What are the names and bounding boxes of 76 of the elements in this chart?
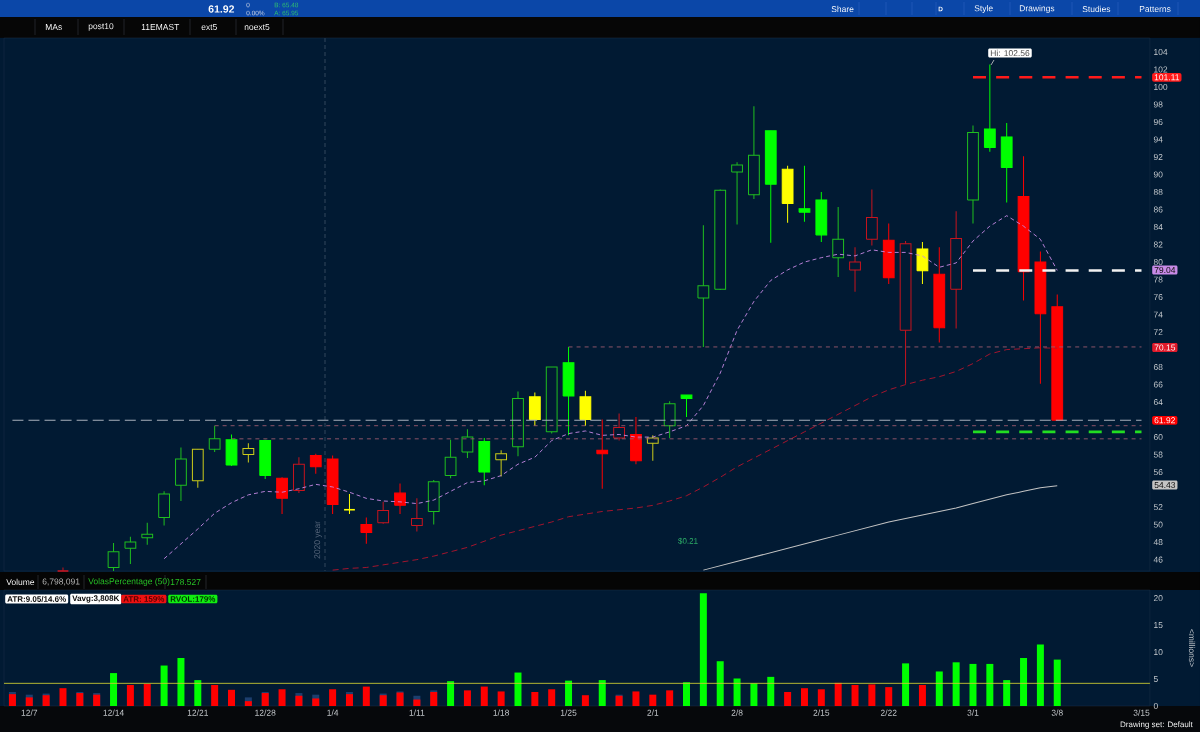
- y-tick-label: 74: [1153, 311, 1163, 318]
- y-tick-label: 78: [1153, 276, 1163, 283]
- text: Patterns: [1139, 6, 1171, 12]
- y-tick-label: 0: [1153, 703, 1158, 709]
- y-tick-label: 10: [1154, 649, 1163, 656]
- x-tick-label: 3/1: [967, 709, 979, 716]
- y-tick-label: 98: [1153, 101, 1163, 108]
- text: 178.527: [170, 579, 201, 585]
- text: 54.43: [1154, 482, 1176, 488]
- y-tick-label: 64: [1153, 399, 1163, 406]
- y-tick-label: 88: [1153, 189, 1163, 196]
- y-tick-label: 58: [1153, 451, 1163, 458]
- y-tick-label: 92: [1153, 154, 1163, 161]
- y-tick-label: 84: [1153, 224, 1163, 231]
- x-tick-label: 3/15: [1133, 709, 1150, 716]
- y-tick-label: 72: [1153, 329, 1163, 336]
- annotation: 2020 year: [314, 521, 322, 559]
- y-tick-label: 56: [1153, 469, 1163, 476]
- y-tick-label: 102: [1154, 66, 1168, 73]
- y-tick-label: 50: [1153, 521, 1163, 528]
- x-tick-label: 12/14: [103, 709, 124, 716]
- y-tick-label: 15: [1154, 622, 1163, 629]
- text: Drawing set: Default: [1120, 721, 1193, 729]
- text: Style: [974, 5, 993, 13]
- x-tick-label: 1/25: [560, 709, 577, 716]
- annotation: ATR: 159%: [123, 596, 165, 602]
- x-tick-label: 12/21: [187, 709, 209, 716]
- data-label: 101.11: [1154, 74, 1180, 81]
- annotation: RVOL:179%: [170, 596, 216, 602]
- x-tick-label: 3/8: [1051, 709, 1063, 716]
- y-tick-label: 100: [1154, 84, 1168, 91]
- y-tick-label: 80: [1153, 259, 1163, 266]
- y-tick-label: 104: [1154, 48, 1168, 55]
- annotation: Hi: 102.56: [990, 49, 1030, 57]
- x-tick-label: 12/28: [255, 709, 276, 716]
- text: Volume: [6, 578, 35, 586]
- y-tick-label: 52: [1153, 504, 1163, 511]
- text: 61.92: [208, 5, 235, 13]
- y-axis-title: <millions>: [1188, 629, 1196, 667]
- y-tick-label: 68: [1153, 364, 1163, 371]
- text: ext5: [201, 24, 217, 30]
- x-tick-label: 2/8: [731, 709, 743, 716]
- x-tick-label: 1/18: [493, 709, 510, 716]
- y-tick-label: 66: [1153, 381, 1163, 388]
- y-tick-label: 76: [1153, 294, 1163, 301]
- text: 79.04: [1154, 266, 1176, 273]
- text: 61.92: [1154, 417, 1175, 424]
- y-tick-label: 60: [1153, 434, 1163, 441]
- text: MAs: [45, 24, 62, 30]
- x-tick-label: 12/7: [21, 709, 38, 716]
- x-tick-label: 2/22: [880, 709, 897, 716]
- x-tick-label: 2/1: [647, 709, 659, 716]
- y-tick-label: 82: [1153, 241, 1163, 248]
- text: Studies: [1082, 5, 1111, 13]
- y-tick-label: 86: [1153, 206, 1163, 213]
- text: noext5: [244, 24, 270, 30]
- text: Drawings: [1019, 5, 1055, 13]
- x-tick-label: 1/4: [327, 709, 339, 716]
- y-tick-label: 46: [1153, 556, 1163, 563]
- x-tick-label: 2/15: [813, 709, 830, 716]
- annotation: Vavg:3,808K: [72, 595, 120, 603]
- y-tick-label: 48: [1153, 539, 1163, 546]
- y-tick-label: 5: [1153, 676, 1158, 682]
- y-tick-label: 90: [1153, 171, 1163, 178]
- text: 11EMAST: [141, 23, 180, 30]
- text: Share: [831, 5, 854, 13]
- y-tick-label: 94: [1153, 136, 1163, 143]
- annotation: $0.21: [678, 537, 698, 545]
- y-tick-label: 20: [1153, 595, 1163, 602]
- text: 6,798,091: [42, 578, 80, 586]
- annotation: ATR:9.05/14.6%: [7, 596, 66, 602]
- text: post10: [88, 23, 114, 31]
- y-tick-label: 96: [1153, 119, 1163, 126]
- text: VolasPercentage (50): [88, 578, 170, 586]
- x-tick-label: 1/11: [409, 709, 425, 716]
- text: 70.15: [1154, 344, 1176, 351]
